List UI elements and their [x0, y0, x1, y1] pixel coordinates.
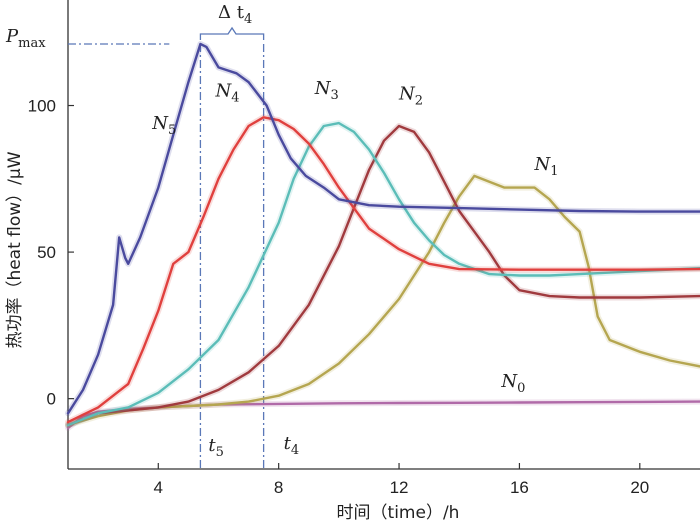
y-tick-label: 0 [47, 390, 56, 409]
axes [67, 0, 700, 470]
series-line-halo-N5 [65, 41, 700, 417]
x-tick-label: 16 [510, 478, 529, 497]
t5-label-main: t [208, 435, 216, 456]
series-label-N2: N2 [398, 84, 423, 109]
series-label-N0: N0 [500, 371, 525, 396]
series-label-N4: N4 [214, 81, 239, 106]
y-axis-title: 热功率（heat flow）/μW [5, 151, 25, 348]
series-label-N3-main: N [314, 78, 332, 99]
x-tick-label: 12 [390, 478, 409, 497]
series-label-N3-sub: 3 [331, 88, 339, 103]
x-tick-label: 4 [154, 478, 163, 497]
x-axis-title: 时间（time）/h [337, 503, 460, 523]
series-label-N1: N1 [533, 154, 558, 179]
series-label-N5: N5 [151, 113, 176, 138]
series-label-N5-main: N [151, 113, 169, 134]
t5-label: t5 [208, 435, 224, 460]
series-line-N2 [66, 124, 700, 427]
t5-label-sub: 5 [216, 445, 224, 460]
series-label-N0-main: N [500, 371, 518, 392]
x-tick-label: 8 [274, 478, 283, 497]
series-line-N5 [66, 42, 700, 415]
delta-t4-label-sub: 4 [244, 12, 252, 27]
series-line-N3 [66, 121, 700, 427]
t4-label-main: t [284, 433, 292, 454]
delta-t4-label: Δ t4 [218, 2, 252, 27]
t4-label-sub: 4 [291, 443, 299, 458]
series-line-N4 [66, 116, 700, 424]
delta-t4-bracket [199, 26, 265, 40]
t4-label: t4 [284, 433, 300, 458]
series-label-N4-sub: 4 [231, 91, 239, 106]
y-tick-label: 100 [28, 97, 56, 116]
series-line-N1 [66, 174, 700, 427]
x-tick-label: 20 [630, 478, 649, 497]
series-label-N4-main: N [214, 81, 232, 102]
pmax-label-sub: max [18, 36, 46, 51]
series-label-N2-main: N [398, 84, 416, 105]
delta-t4-label-main: Δ t [218, 2, 245, 23]
series-label-N0-sub: 0 [517, 381, 525, 396]
series-label-N2-sub: 2 [415, 94, 423, 109]
series-label-N5-sub: 5 [168, 123, 176, 138]
series-lines [65, 41, 700, 431]
pmax-label-main: P [5, 26, 19, 47]
series-label-N1-main: N [533, 154, 551, 175]
series-label-N1-sub: 1 [550, 164, 558, 179]
series-label-N3: N3 [314, 78, 339, 103]
y-tick-label: 50 [37, 243, 56, 262]
pmax-label: Pmax [5, 26, 46, 51]
